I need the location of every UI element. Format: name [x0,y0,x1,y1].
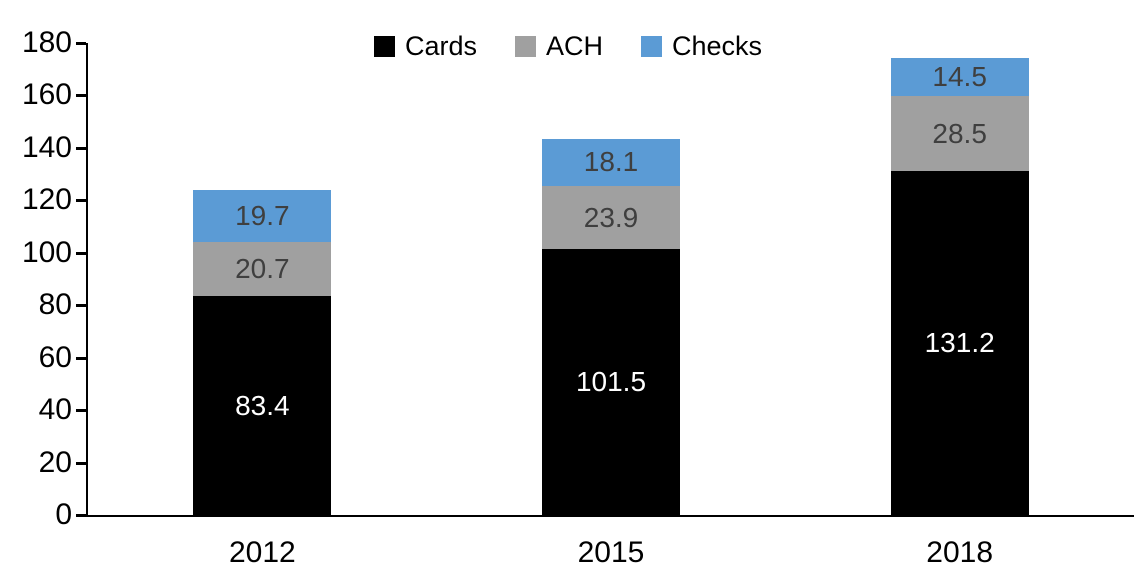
bar-segment-checks-2015 [542,138,680,187]
y-axis-tick-label: 60 [38,340,72,374]
value-label-checks-2015: 18.1 [583,146,639,178]
y-axis-tick [76,146,86,150]
bar-segment-ach-2018 [890,96,1029,171]
legend-label-ach: ACH [545,31,603,61]
y-axis-tick [76,461,86,465]
bar-segment-checks-2012 [193,190,332,243]
legend-item-cards: Cards [373,31,477,61]
bar-segment-cards-2015 [542,248,680,515]
bar-segment-checks-2018 [890,58,1029,97]
x-axis-label-2018: 2018 [926,536,994,569]
y-axis-tick [76,356,86,360]
y-axis-tick-label: 80 [38,288,72,322]
y-axis-tick-label: 40 [38,393,72,427]
legend-swatch-ach [514,36,536,57]
bar-segment-cards-2018 [890,170,1029,515]
x-axis-label-2012: 2012 [228,536,296,569]
value-label-checks-2012: 19.7 [235,200,290,232]
legend-item-checks: Checks [641,33,762,60]
legend-label-cards: Cards [404,31,477,61]
y-axis-tick [76,94,86,98]
value-label-cards-2018: 131.2 [924,326,995,358]
value-label-ach-2012: 20.7 [235,253,290,285]
legend-swatch-checks [641,36,662,57]
y-axis-tick [76,409,86,413]
bar-segment-cards-2012 [193,296,332,515]
value-label-ach-2015: 23.9 [583,201,639,233]
y-axis-tick-label: 20 [38,445,72,479]
y-axis-tick [76,251,86,255]
y-axis-tick-label: 140 [21,130,72,164]
value-label-ach-2018: 28.5 [932,117,987,149]
x-axis-line [86,515,1134,517]
y-axis-tick [76,42,86,45]
bar-segment-ach-2015 [542,186,680,249]
legend-item-ach: ACH [514,31,603,61]
y-axis-tick-label: 0 [55,498,72,531]
y-axis-tick-label: 100 [21,235,72,269]
legend-label-checks: Checks [672,31,763,61]
y-axis-line [86,43,88,517]
x-axis-label-2015: 2015 [577,536,645,569]
y-axis-tick-label: 120 [21,183,72,217]
y-axis-tick-label: 160 [21,78,72,112]
value-label-checks-2018: 14.5 [932,61,987,93]
value-label-cards-2012: 83.4 [235,389,290,421]
legend: Cards ACH Checks [0,33,1136,60]
legend-swatch-cards [373,36,395,57]
y-axis-tick [76,199,86,203]
y-axis-tick [76,514,86,517]
bar-segment-ach-2012 [193,242,332,297]
y-axis-tick [76,304,86,308]
y-axis-tick-label: 180 [21,26,72,59]
value-label-cards-2015: 101.5 [575,365,647,397]
